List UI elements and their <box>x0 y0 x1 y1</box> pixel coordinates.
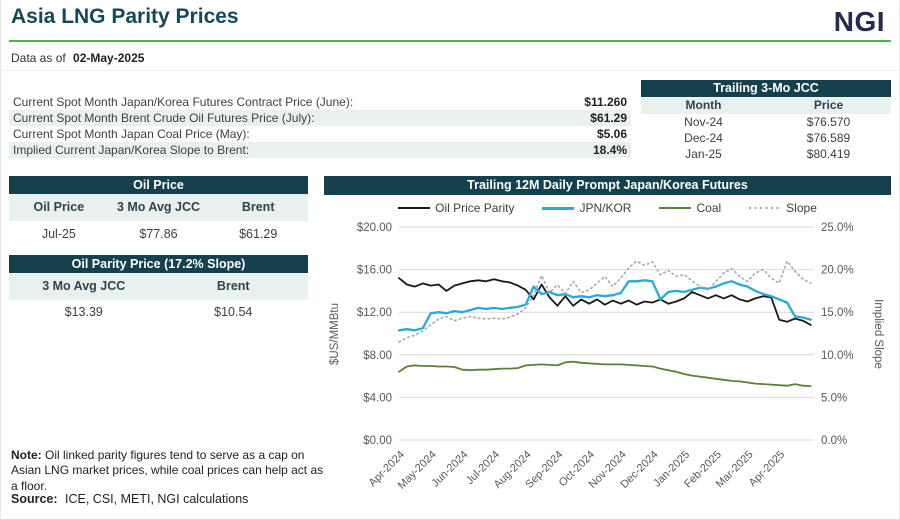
data-as-of-label: Data as of <box>11 51 66 65</box>
spot-value: $5.06 <box>596 127 627 141</box>
note-label: Note: <box>11 448 42 462</box>
chart-card: Trailing 12M Daily Prompt Japan/Korea Fu… <box>324 176 891 518</box>
table-cell: Jan-25 <box>685 147 722 161</box>
spot-label: Implied Current Japan/Korea Slope to Bre… <box>13 143 250 157</box>
y-axis-tick-label-right: 5.0% <box>821 392 847 404</box>
table-row: Current Spot Month Japan/Korea Futures C… <box>9 94 631 110</box>
source-text: Source: ICE, CSI, METI, NGI calculations <box>11 492 249 506</box>
spot-value: $11.260 <box>584 95 627 109</box>
table-header-bar: Oil Parity Price (17.2% Slope) <box>9 255 308 273</box>
header-divider <box>1 70 899 71</box>
column-header: Brent <box>216 279 250 293</box>
series-line-jpn-kor <box>397 279 812 332</box>
source-label: Source: <box>11 492 58 506</box>
column-header: Price <box>813 98 844 112</box>
spot-price-table: Current Spot Month Japan/Korea Futures C… <box>9 94 631 158</box>
y-axis-tick-label-left: $8.00 <box>363 350 392 362</box>
table-cell: $61.29 <box>239 227 278 241</box>
table-cell: $10.54 <box>214 305 253 319</box>
chart-title-bar: Trailing 12M Daily Prompt Japan/Korea Fu… <box>324 176 891 195</box>
table-row: Current Spot Month Japan Coal Price (May… <box>9 126 631 142</box>
page-title: Asia LNG Parity Prices <box>11 5 239 28</box>
table-header-bar: Oil Price <box>9 176 308 194</box>
spot-value: 18.4% <box>592 143 627 157</box>
column-header: Brent <box>241 200 275 214</box>
y-axis-tick-label-left: $20.00 <box>357 222 392 234</box>
series-line-coal <box>398 360 812 388</box>
oil-parity-table: Oil Parity Price (17.2% Slope) 3 Mo Avg … <box>9 255 308 324</box>
series-line-slope <box>398 260 812 343</box>
y-axis-tick-label-left: $0.00 <box>363 435 392 447</box>
table-header-bar: Trailing 3-Mo JCC <box>641 80 891 97</box>
data-as-of-date: 02-May-2025 <box>73 51 145 65</box>
table-cell: Jul-25 <box>41 227 76 241</box>
series-line-oil-price-parity <box>398 277 812 326</box>
legend-swatch-oil-price-parity <box>398 206 431 210</box>
y-axis-tick-label-right: 10.0% <box>821 350 854 362</box>
table-cell: Dec-24 <box>684 131 723 145</box>
oil-price-table: Oil Price Oil Price 3 Mo Avg JCC Brent J… <box>9 176 308 247</box>
spot-label: Current Spot Month Japan/Korea Futures C… <box>13 95 354 109</box>
table-row: Implied Current Japan/Korea Slope to Bre… <box>9 142 631 158</box>
legend-label: Coal <box>696 201 722 215</box>
y-axis-title-left: $US/MMBtu <box>329 303 341 365</box>
legend-swatch-jpn-kor <box>542 206 575 210</box>
table-row: Dec-24 $76.589 <box>641 130 891 146</box>
table-row: Jul-25 $77.86 $61.29 <box>9 221 308 247</box>
column-header-row: 3 Mo Avg JCC Brent <box>9 273 308 300</box>
column-header: 3 Mo Avg JCC <box>42 279 126 293</box>
column-header-row: Month Price <box>641 97 891 114</box>
title-divider <box>9 40 891 42</box>
y-axis-title-right: Implied Slope <box>872 299 884 369</box>
table-cell: Nov-24 <box>684 115 723 129</box>
y-axis-tick-label-left: $16.00 <box>357 265 392 277</box>
chart-legend: Oil Price Parity JPN/KOR Coal Slope <box>324 195 891 221</box>
spot-label: Current Spot Month Japan Coal Price (May… <box>13 127 250 141</box>
legend-item: Coal <box>659 201 721 215</box>
table-cell: $77.86 <box>139 227 178 241</box>
legend-swatch-coal <box>659 206 692 210</box>
column-header-row: Oil Price 3 Mo Avg JCC Brent <box>9 194 308 221</box>
y-axis-tick-label-right: 20.0% <box>821 265 854 277</box>
table-cell: $80.419 <box>806 147 851 161</box>
note-text: Note: Oil linked parity figures tend to … <box>11 448 324 493</box>
y-axis-tick-label-left: $4.00 <box>363 392 392 404</box>
y-axis-tick-label-right: 25.0% <box>821 222 854 234</box>
ngi-logo: NGI <box>833 6 885 37</box>
futures-chart-svg: $0.00 $4.00 $8.00 $12.00 $16.00 $20.00 0.0% 5.0… <box>329 222 884 492</box>
legend-item: JPN/KOR <box>542 201 631 215</box>
column-header: Month <box>685 98 722 112</box>
legend-label: Oil Price Parity <box>435 201 515 215</box>
table-row: Jan-25 $80.419 <box>641 146 891 162</box>
column-header: 3 Mo Avg JCC <box>116 200 201 214</box>
spot-label: Current Spot Month Brent Crude Oil Futur… <box>13 111 315 125</box>
y-axis-tick-label-left: $12.00 <box>357 307 392 319</box>
table-row: Current Spot Month Brent Crude Oil Futur… <box>9 110 631 126</box>
table-cell: $76.589 <box>806 131 851 145</box>
legend-swatch-slope <box>749 206 782 210</box>
legend-item: Slope <box>749 201 817 215</box>
legend-label: Slope <box>786 201 817 215</box>
y-axis-tick-label-right: 15.0% <box>821 307 854 319</box>
jcc-table: Trailing 3-Mo JCC Month Price Nov-24 $76… <box>641 80 891 162</box>
legend-label: JPN/KOR <box>579 201 632 215</box>
y-axis-tick-label-right: 0.0% <box>821 435 847 447</box>
spot-value: $61.29 <box>590 111 627 125</box>
legend-item: Oil Price Parity <box>398 201 514 215</box>
table-cell: $76.570 <box>806 115 851 129</box>
table-row: $13.39 $10.54 <box>9 300 308 324</box>
data-as-of: Data as of 02-May-2025 <box>11 51 144 65</box>
column-header: Oil Price <box>33 200 85 214</box>
table-cell: $13.39 <box>64 305 103 319</box>
table-row: Nov-24 $76.570 <box>641 114 891 130</box>
